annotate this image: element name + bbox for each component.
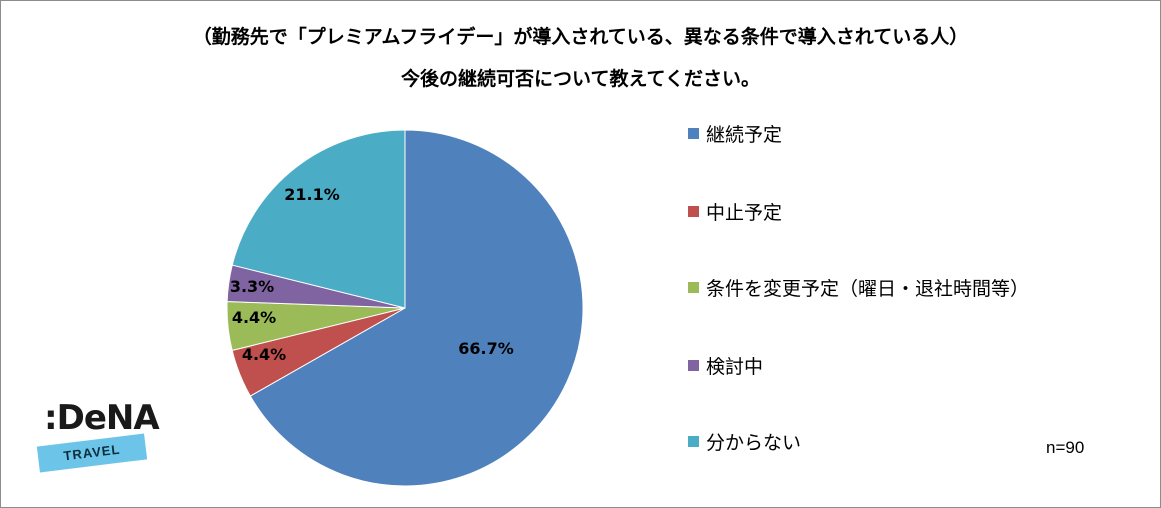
legend-swatch (688, 436, 699, 447)
logo-main-text: :DeNA (44, 398, 160, 438)
legend-swatch (688, 282, 699, 293)
slice-considering-label: 3.3% (230, 277, 274, 296)
sample-size-label: n=90 (1046, 438, 1085, 457)
legend-item-change: 条件を変更予定（曜日・退社時間等） (688, 276, 1029, 302)
slice-change-label: 4.4% (232, 308, 276, 327)
dena-travel-logo: :DeNA TRAVEL (30, 398, 160, 478)
chart-title-line2: 今後の継続可否について教えてください。 (401, 68, 760, 90)
legend-label: 分からない (706, 432, 802, 454)
logo-band: TRAVEL (36, 433, 148, 473)
slice-unknown (231, 129, 406, 309)
legend-item-stop: 中止予定 (688, 200, 782, 226)
legend-swatch (688, 360, 699, 371)
legend-swatch (688, 128, 699, 139)
legend-item-unknown: 分からない (688, 430, 801, 456)
legend-label: 条件を変更予定（曜日・退社時間等） (706, 278, 1030, 300)
slice-stop-label: 4.4% (242, 345, 286, 364)
legend-item-considering: 検討中 (688, 354, 763, 380)
chart-title-line1: （勤務先で「プレミアムフライデー」が導入されている、異なる条件で導入されている人… (192, 26, 969, 48)
logo-sub-text: TRAVEL (62, 441, 122, 464)
legend-label: 中止予定 (706, 202, 783, 224)
slice-continue (249, 129, 584, 487)
legend-item-continue: 継続予定 (688, 122, 782, 148)
slice-continue-label: 66.7% (458, 339, 514, 358)
slice-unknown-label: 21.1% (284, 185, 340, 204)
legend-label: 検討中 (706, 356, 764, 378)
legend-label: 継続予定 (706, 124, 783, 146)
legend-swatch (688, 206, 699, 217)
